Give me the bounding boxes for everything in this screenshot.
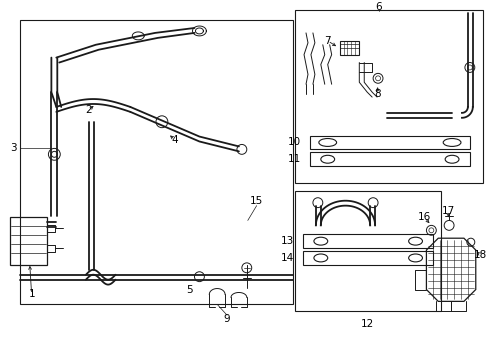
Text: 6: 6 (375, 2, 382, 12)
Bar (426, 217, 477, 301)
Text: 13: 13 (280, 236, 294, 246)
Bar (339, 41, 359, 55)
Text: 17: 17 (441, 206, 454, 216)
Bar (10, 217, 47, 265)
Bar (303, 234, 432, 248)
Text: 7: 7 (324, 36, 330, 46)
Text: 3: 3 (11, 143, 17, 153)
Bar (309, 152, 469, 166)
Text: 15: 15 (249, 196, 263, 206)
Text: 5: 5 (186, 284, 192, 294)
Bar (20, 20, 293, 304)
Text: 4: 4 (171, 135, 178, 144)
Text: 12: 12 (360, 319, 373, 329)
Text: 9: 9 (224, 314, 230, 324)
Text: 11: 11 (287, 154, 301, 164)
Bar (309, 136, 469, 149)
Bar (295, 191, 440, 311)
Text: 1: 1 (28, 289, 35, 300)
Text: 14: 14 (280, 253, 294, 263)
Text: 18: 18 (473, 250, 487, 260)
Text: 16: 16 (417, 212, 430, 222)
Bar (295, 10, 482, 183)
Bar (303, 251, 432, 265)
Text: 8: 8 (373, 89, 380, 99)
Text: 2: 2 (85, 105, 92, 115)
Text: 10: 10 (287, 138, 301, 148)
